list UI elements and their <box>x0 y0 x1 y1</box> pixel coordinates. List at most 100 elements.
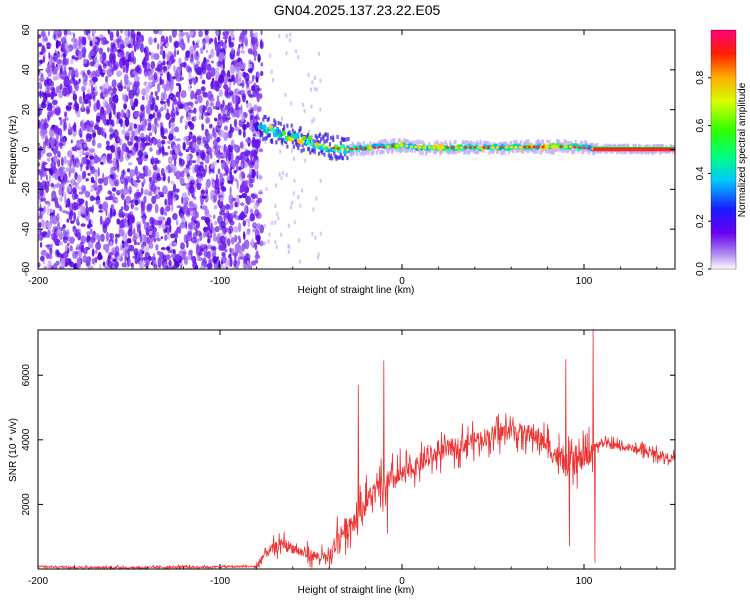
noise-blob <box>58 187 63 196</box>
noise-blob <box>186 34 191 39</box>
noise-blob <box>204 30 209 36</box>
noise-blob <box>250 161 255 166</box>
track-halo <box>328 156 332 161</box>
noise-blob <box>136 31 141 36</box>
track-halo <box>362 152 365 157</box>
noise-blob <box>160 92 166 100</box>
noise-blob <box>258 191 264 195</box>
track-halo <box>311 148 314 153</box>
spectrogram-ytick-label: 60 <box>21 24 32 36</box>
colorbar-frame <box>710 29 737 270</box>
colorbar-tick-label: 0.6 <box>695 118 706 132</box>
noise-blob <box>118 39 125 50</box>
colorbar: 0.0 0.2 0.4 0.6 0.8 Normalized spectral ampl… <box>695 29 748 276</box>
noise-blob <box>235 263 239 269</box>
noise-blob <box>59 206 63 212</box>
noise-speck <box>277 216 280 221</box>
noise-blob <box>85 135 92 143</box>
noise-blob <box>87 33 91 41</box>
noise-blob <box>253 104 258 112</box>
noise-blob <box>43 205 46 214</box>
noise-blob <box>130 202 135 210</box>
noise-blob <box>38 77 45 82</box>
noise-blob <box>255 130 261 138</box>
track-halo <box>309 139 312 144</box>
noise-blob <box>182 250 187 256</box>
noise-blob <box>221 255 227 264</box>
track-halo <box>326 132 329 137</box>
noise-blob <box>40 129 47 134</box>
noise-speck <box>267 239 270 244</box>
noise-blob <box>201 205 208 211</box>
noise-blob <box>135 40 140 51</box>
noise-blob <box>176 128 179 132</box>
track-halo <box>362 141 365 146</box>
noise-blob <box>166 99 170 104</box>
noise-blob <box>109 134 113 140</box>
noise-blob <box>169 122 176 128</box>
noise-blob <box>224 248 228 253</box>
noise-blob <box>117 87 123 92</box>
noise-speck <box>285 172 288 177</box>
noise-blob <box>167 175 171 184</box>
noise-blob <box>153 30 159 35</box>
noise-speck <box>284 92 287 97</box>
noise-speck <box>302 102 305 107</box>
noise-blob <box>46 82 51 92</box>
noise-blob <box>63 121 67 131</box>
track-blob <box>281 130 287 136</box>
track-core <box>450 146 454 149</box>
noise-blob <box>143 189 150 196</box>
noise-blob <box>72 187 77 194</box>
noise-speck <box>304 158 307 163</box>
noise-blob <box>196 145 200 153</box>
noise-blob <box>81 119 85 124</box>
track-halo <box>503 150 506 155</box>
track-core <box>327 146 331 149</box>
noise-blob <box>107 190 112 195</box>
track-halo <box>412 141 416 146</box>
noise-blob <box>130 38 133 42</box>
noise-blob <box>151 231 156 238</box>
noise-speck <box>315 87 318 92</box>
track-halo <box>590 142 594 147</box>
track-core <box>464 146 468 149</box>
noise-speck <box>314 76 317 81</box>
track-halo <box>384 139 387 144</box>
track-halo <box>489 142 492 147</box>
noise-blob <box>185 148 190 153</box>
noise-blob <box>85 206 89 216</box>
track-core <box>382 145 386 149</box>
noise-blob <box>140 202 145 209</box>
noise-blob <box>165 53 171 60</box>
noise-blob <box>183 234 188 244</box>
noise-blob <box>58 90 64 99</box>
noise-blob <box>139 260 144 269</box>
noise-blob <box>61 64 67 68</box>
noise-blob <box>211 145 215 154</box>
noise-speck <box>269 53 272 58</box>
noise-blob <box>204 61 208 69</box>
noise-blob <box>175 188 180 193</box>
noise-blob <box>193 257 197 265</box>
noise-blob <box>191 160 197 164</box>
track-core <box>559 145 563 148</box>
noise-blob <box>39 59 44 64</box>
colorbar-gradient <box>711 30 736 269</box>
noise-blob <box>180 115 184 120</box>
noise-speck <box>278 172 281 177</box>
noise-blob <box>143 245 150 253</box>
track-core <box>414 145 418 149</box>
noise-blob <box>233 77 239 84</box>
track-core <box>550 145 554 148</box>
noise-speck <box>291 200 294 205</box>
noise-blob <box>238 44 241 49</box>
noise-blob <box>102 63 107 69</box>
noise-blob <box>240 50 245 54</box>
noise-blob <box>237 91 242 95</box>
noise-blob <box>103 176 109 186</box>
track-halo <box>570 140 573 145</box>
track-halo <box>429 148 432 153</box>
noise-blob <box>196 136 202 145</box>
